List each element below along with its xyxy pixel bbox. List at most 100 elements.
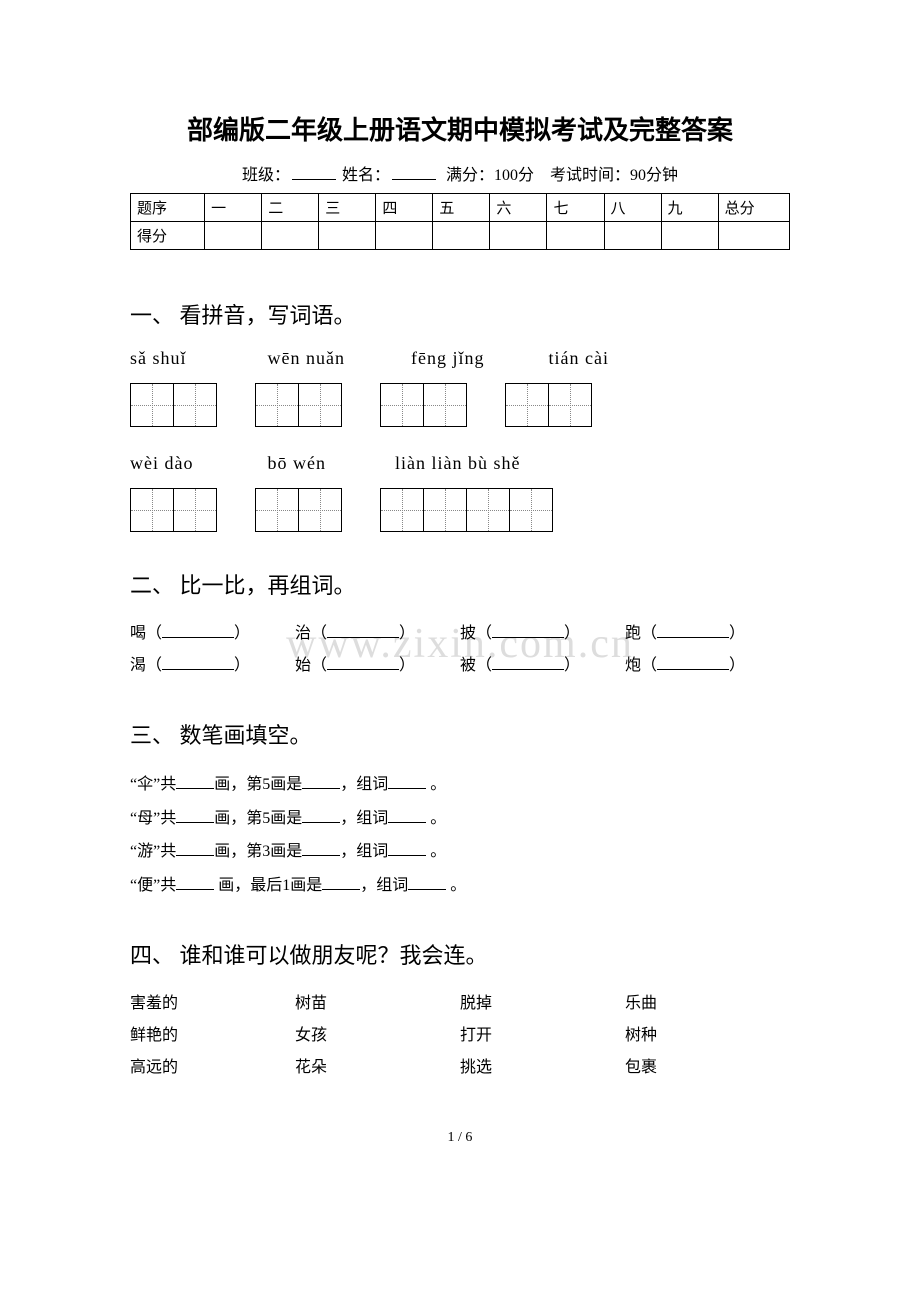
- char-box-group: [130, 488, 217, 532]
- fill-blank[interactable]: [176, 807, 214, 823]
- score-cell[interactable]: [433, 222, 490, 250]
- q2-cell: 喝（）: [130, 618, 295, 650]
- exam-time-label: 考试时间：90分钟: [550, 167, 678, 184]
- score-cell[interactable]: [604, 222, 661, 250]
- q4-row: 高远的花朵挑选包裹: [130, 1052, 790, 1084]
- q2-cell: 炮（）: [625, 650, 790, 682]
- fill-blank[interactable]: [657, 654, 729, 670]
- fill-blank[interactable]: [492, 622, 564, 638]
- fill-blank[interactable]: [492, 654, 564, 670]
- q2-row: 喝（）治（）披（）跑（）: [130, 618, 790, 650]
- q2-cell: 渴（）: [130, 650, 295, 682]
- score-table: 题序 一 二 三 四 五 六 七 八 九 总分 得分: [130, 193, 790, 250]
- class-label: 班级：: [242, 167, 290, 184]
- q4-grid: 害羞的树苗脱掉乐曲鲜艳的女孩打开树种高远的花朵挑选包裹: [130, 988, 790, 1084]
- name-blank[interactable]: [392, 164, 436, 180]
- score-cell[interactable]: [319, 222, 376, 250]
- q1-boxes-row1: [130, 383, 790, 427]
- col-6: 六: [490, 194, 547, 222]
- q1-pinyin-row1: sǎ shuǐ wēn nuǎn fēng jǐng tián cài: [130, 348, 790, 369]
- q3-lines: “伞”共画，第5画是，组词 。“母”共画，第5画是，组词 。“游”共画，第3画是…: [130, 768, 790, 902]
- char-box-group: [130, 383, 217, 427]
- col-4: 四: [376, 194, 433, 222]
- col-8: 八: [604, 194, 661, 222]
- q1-boxes-row2: [130, 488, 790, 532]
- section-q4: 四、 谁和谁可以做朋友呢？我会连。 害羞的树苗脱掉乐曲鲜艳的女孩打开树种高远的花…: [130, 938, 790, 1084]
- page-title: 部编版二年级上册语文期中模拟考试及完整答案: [130, 110, 790, 147]
- char-box[interactable]: [130, 383, 174, 427]
- fill-blank[interactable]: [327, 622, 399, 638]
- q4-word: 女孩: [295, 1020, 460, 1052]
- char-box-group: [380, 383, 467, 427]
- char-box[interactable]: [423, 488, 467, 532]
- char-box-group: [255, 488, 342, 532]
- char-box[interactable]: [380, 488, 424, 532]
- fill-blank[interactable]: [176, 874, 214, 890]
- q1-heading: 一、 看拼音，写词语。: [130, 298, 790, 330]
- fill-blank[interactable]: [327, 654, 399, 670]
- fill-blank[interactable]: [388, 840, 426, 856]
- score-cell[interactable]: [718, 222, 789, 250]
- fill-blank[interactable]: [302, 807, 340, 823]
- fill-blank[interactable]: [322, 874, 360, 890]
- pinyin-group: fēng jǐng: [411, 348, 543, 369]
- q4-word: 乐曲: [625, 988, 790, 1020]
- section-q2: 二、 比一比，再组词。 喝（）治（）披（）跑（）渴（）始（）被（）炮（）: [130, 568, 790, 682]
- fill-blank[interactable]: [176, 773, 214, 789]
- meta-line: 班级： 姓名： 满分：100分 考试时间：90分钟: [130, 161, 790, 185]
- q4-word: 打开: [460, 1020, 625, 1052]
- col-3: 三: [319, 194, 376, 222]
- name-label: 姓名：: [342, 167, 390, 184]
- fill-blank[interactable]: [162, 622, 234, 638]
- char-box[interactable]: [298, 488, 342, 532]
- score-cell[interactable]: [547, 222, 604, 250]
- class-blank[interactable]: [292, 164, 336, 180]
- pinyin-group: tián cài: [549, 348, 609, 369]
- score-cell[interactable]: [490, 222, 547, 250]
- pinyin-group: wēn nuǎn: [268, 348, 406, 369]
- q4-word: 树苗: [295, 988, 460, 1020]
- q4-row: 鲜艳的女孩打开树种: [130, 1020, 790, 1052]
- q4-word: 花朵: [295, 1052, 460, 1084]
- row1-label: 题序: [131, 194, 205, 222]
- char-box[interactable]: [173, 488, 217, 532]
- q4-word: 害羞的: [130, 988, 295, 1020]
- q4-word: 鲜艳的: [130, 1020, 295, 1052]
- col-7: 七: [547, 194, 604, 222]
- char-box[interactable]: [130, 488, 174, 532]
- char-box[interactable]: [255, 383, 299, 427]
- score-cell[interactable]: [262, 222, 319, 250]
- fill-blank[interactable]: [408, 874, 446, 890]
- fill-blank[interactable]: [388, 807, 426, 823]
- char-box[interactable]: [509, 488, 553, 532]
- q2-heading: 二、 比一比，再组词。: [130, 568, 790, 600]
- char-box-group: [380, 488, 553, 532]
- pinyin-group: sǎ shuǐ: [130, 348, 262, 369]
- char-box[interactable]: [505, 383, 549, 427]
- char-box[interactable]: [298, 383, 342, 427]
- char-box[interactable]: [423, 383, 467, 427]
- fill-blank[interactable]: [302, 840, 340, 856]
- char-box[interactable]: [173, 383, 217, 427]
- fill-blank[interactable]: [302, 773, 340, 789]
- char-box[interactable]: [380, 383, 424, 427]
- char-box[interactable]: [255, 488, 299, 532]
- fill-blank[interactable]: [388, 773, 426, 789]
- score-cell[interactable]: [376, 222, 433, 250]
- score-row-values: 得分: [131, 222, 790, 250]
- char-box-group: [505, 383, 592, 427]
- q4-word: 挑选: [460, 1052, 625, 1084]
- fill-blank[interactable]: [162, 654, 234, 670]
- char-box[interactable]: [548, 383, 592, 427]
- q2-cell: 治（）: [295, 618, 460, 650]
- q2-row: 渴（）始（）被（）炮（）: [130, 650, 790, 682]
- q3-line: “伞”共画，第5画是，组词 。: [130, 768, 790, 802]
- fill-blank[interactable]: [176, 840, 214, 856]
- q2-cell: 被（）: [460, 650, 625, 682]
- char-box[interactable]: [466, 488, 510, 532]
- pinyin-group: liàn liàn bù shě: [395, 453, 520, 474]
- fill-blank[interactable]: [657, 622, 729, 638]
- col-5: 五: [433, 194, 490, 222]
- score-cell[interactable]: [661, 222, 718, 250]
- score-cell[interactable]: [205, 222, 262, 250]
